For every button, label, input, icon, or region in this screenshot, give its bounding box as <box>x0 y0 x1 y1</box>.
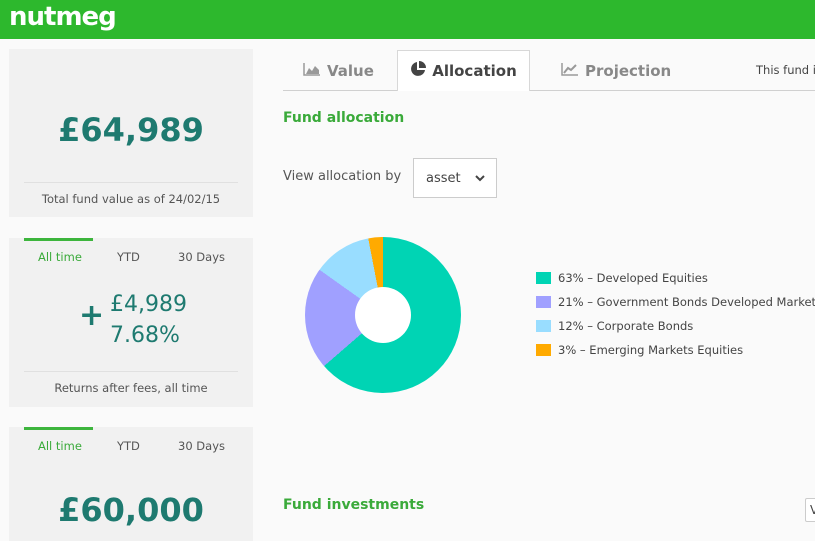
returns-percent: 7.68% <box>110 323 180 348</box>
period-tab-all-time[interactable]: All time <box>38 439 82 453</box>
legend-label: 21% – Government Bonds Developed Markets <box>558 295 815 309</box>
divider <box>24 371 238 372</box>
legend-label: 3% – Emerging Markets Equities <box>558 343 744 357</box>
line-chart-icon <box>561 62 579 80</box>
total-value: £64,989 <box>58 111 204 149</box>
tab-allocation-label: Allocation <box>432 62 517 80</box>
period-tab-30-days[interactable]: 30 Days <box>178 250 225 264</box>
allocation-view-select[interactable]: asset <box>413 158 497 198</box>
legend-item: 63% – Developed Equities <box>536 266 815 290</box>
total-value-card: £64,989 Total fund value as of 24/02/15 <box>9 49 253 217</box>
active-period-indicator <box>24 427 93 430</box>
legend-swatch <box>536 296 551 308</box>
chart-legend: 63% – Developed Equities 21% – Governmen… <box>536 266 815 362</box>
period-tab-30-days[interactable]: 30 Days <box>178 439 225 453</box>
tab-projection[interactable]: Projection <box>561 50 671 91</box>
donut-hole <box>355 287 411 343</box>
divider <box>24 182 238 183</box>
period-tab-all-time[interactable]: All time <box>38 250 82 264</box>
legend-swatch <box>536 320 551 332</box>
contributions-value: £60,000 <box>58 491 204 529</box>
contributions-card: All time YTD 30 Days £60,000 <box>9 427 253 541</box>
period-tab-ytd[interactable]: YTD <box>117 250 140 264</box>
nutmeg-logo[interactable]: nutmeg <box>9 2 117 32</box>
tab-projection-label: Projection <box>585 61 672 80</box>
allocation-donut-chart <box>305 237 461 393</box>
tab-allocation[interactable]: Allocation <box>397 50 530 91</box>
total-value-caption: Total fund value as of 24/02/15 <box>41 192 221 206</box>
legend-label: 12% – Corporate Bonds <box>558 319 694 333</box>
fund-note: This fund is <box>756 63 815 77</box>
investments-view-button[interactable]: V <box>805 498 815 522</box>
select-value: asset <box>426 170 461 186</box>
active-period-indicator <box>24 238 93 241</box>
legend-label: 63% – Developed Equities <box>558 271 708 285</box>
positive-sign-icon: + <box>79 298 105 333</box>
fund-allocation-title: Fund allocation <box>283 110 405 126</box>
tab-value-label: Value <box>327 61 374 80</box>
chevron-down-icon <box>474 171 485 186</box>
returns-card: All time YTD 30 Days + £4,989 7.68% Retu… <box>9 238 253 407</box>
legend-item: 3% – Emerging Markets Equities <box>536 338 815 362</box>
legend-item: 21% – Government Bonds Developed Markets <box>536 290 815 314</box>
tab-value[interactable]: Value <box>303 50 374 91</box>
legend-swatch <box>536 344 551 356</box>
tabs-divider <box>283 90 815 91</box>
legend-item: 12% – Corporate Bonds <box>536 314 815 338</box>
area-chart-icon <box>303 62 321 80</box>
returns-amount: £4,989 <box>110 292 187 317</box>
fund-investments-title: Fund investments <box>283 497 425 513</box>
legend-swatch <box>536 272 551 284</box>
period-tab-ytd[interactable]: YTD <box>117 439 140 453</box>
view-allocation-label: View allocation by <box>283 169 402 184</box>
pie-chart-icon <box>410 61 427 81</box>
returns-caption: Returns after fees, all time <box>54 381 208 395</box>
top-bar: nutmeg <box>0 0 815 39</box>
